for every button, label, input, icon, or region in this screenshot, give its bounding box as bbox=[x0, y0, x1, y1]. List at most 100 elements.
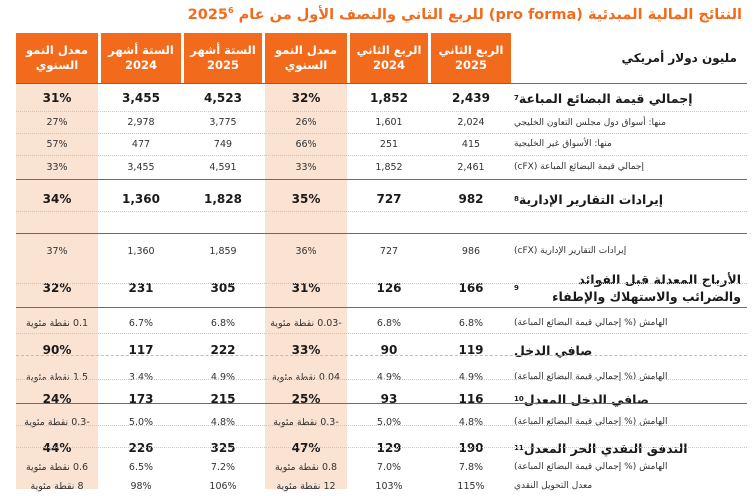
header-yoy-q2: معدل النمو السنوي bbox=[265, 33, 347, 83]
row-label-text: الأرباح المعدلة قبل الفوائد والضرائب وال… bbox=[552, 272, 741, 304]
cell-growth-h1: 27% bbox=[46, 117, 68, 128]
cell-growth-q2: 31% bbox=[291, 281, 321, 295]
cell-q2-2025: 7.8% bbox=[458, 461, 484, 473]
cell-q2-2024: 1,601 bbox=[375, 117, 403, 128]
cell-h1-2024: 3.4% bbox=[128, 371, 154, 383]
cell-growth-h1: 37% bbox=[46, 245, 68, 257]
cell-growth-q2: 35% bbox=[291, 192, 321, 206]
cell-q2-2024: 4.9% bbox=[376, 371, 402, 383]
header-yoy-h1: معدل النمو السنوي bbox=[16, 33, 98, 83]
cell-growth-q2: 12 نقطة مئوية bbox=[276, 480, 336, 492]
footnote-marker: 9 bbox=[514, 284, 519, 292]
header-q2-2025: الربع الثاني 2025 bbox=[431, 33, 511, 83]
footnote-marker: 8 bbox=[514, 195, 519, 203]
cell-q2-2024: 126 bbox=[376, 281, 402, 295]
row-divider bbox=[16, 211, 747, 212]
cell-growth-h1: 34% bbox=[42, 192, 72, 206]
cell-growth-q2: 0.04 نقطة مئوية bbox=[271, 371, 341, 383]
row-label: إجمالي قيمة البضائع المباعة (cFX) bbox=[514, 156, 747, 178]
header-h1-2024: الستة أشهر 2024 bbox=[101, 33, 181, 83]
cell-q2-2025: 4.8% bbox=[458, 416, 484, 428]
row-divider bbox=[16, 283, 747, 284]
cell-growth-q2: -0.03 نقطة مئوية bbox=[270, 317, 342, 329]
row-divider bbox=[16, 403, 747, 404]
cell-q2-2024: 129 bbox=[376, 441, 402, 455]
cell-q2-2025: 119 bbox=[458, 343, 484, 357]
row-label-text: إجمالي قيمة البضائع المباعة bbox=[518, 90, 693, 106]
row-divider bbox=[16, 83, 747, 84]
row-label-text: الهامش (% إجمالي قيمة البضائع المباعة) bbox=[514, 417, 668, 427]
row-label: معدل التحويل النقدي bbox=[514, 476, 747, 496]
cell-h1-2024: 226 bbox=[128, 441, 154, 455]
cell-q2-2024: 7.0% bbox=[376, 461, 402, 473]
cell-q2-2025: 115% bbox=[457, 480, 485, 492]
row-label-text: التدفق النقدي الحر المعدل bbox=[523, 440, 688, 456]
cell-h1-2025: 215 bbox=[210, 392, 236, 406]
cell-q2-2025: 166 bbox=[458, 281, 484, 295]
row-label-text: الهامش (% إجمالي قيمة البضائع المباعة) bbox=[514, 318, 668, 328]
row-label-text: منها: الأسواق غير الخليجية bbox=[514, 139, 612, 149]
cell-q2-2025: 2,439 bbox=[452, 91, 490, 105]
cell-growth-q2: 0.8 نقطة مئوية bbox=[274, 461, 338, 473]
cell-q2-2024: 1,852 bbox=[370, 91, 408, 105]
row-label: التدفق النقدي الحر المعدل 11 bbox=[514, 438, 747, 458]
footnote-marker: 11 bbox=[514, 444, 524, 452]
cell-growth-q2: 32% bbox=[291, 91, 321, 105]
cell-q2-2025: 2,461 bbox=[457, 161, 485, 173]
cell-growth-h1: -0.3 نقطة مئوية bbox=[24, 416, 90, 428]
row-divider bbox=[16, 233, 747, 234]
row-label-text: إيرادات التقارير الإدارية (cFX) bbox=[514, 246, 627, 256]
cell-h1-2025: 1,859 bbox=[209, 245, 237, 257]
row-label-text: معدل التحويل النقدي bbox=[514, 481, 593, 491]
row-divider bbox=[16, 355, 747, 356]
cell-q2-2025: 986 bbox=[461, 245, 481, 257]
cell-h1-2025: 325 bbox=[210, 441, 236, 455]
row-label: منها: أسواق دول مجلس التعاون الخليجي bbox=[514, 112, 747, 133]
growth-band-h1 bbox=[16, 83, 98, 489]
table-row-main: 34% 1,360 1,828 35% 727 982 إيرادات التقارير ا… bbox=[16, 184, 747, 214]
cell-h1-2024: 98% bbox=[130, 480, 152, 492]
footnote-marker: 10 bbox=[514, 395, 524, 403]
cell-h1-2025: 3,775 bbox=[209, 117, 237, 128]
cell-h1-2025: 4.9% bbox=[210, 371, 236, 383]
cell-h1-2025: 222 bbox=[210, 343, 236, 357]
table-row-sub: 57% 477 749 66% 251 415 منها: الأسواق غير الخل… bbox=[16, 133, 747, 155]
row-label: إيرادات التقارير الإدارية 8 bbox=[514, 184, 747, 214]
cell-growth-h1: 57% bbox=[46, 138, 68, 150]
table-row-sub: 0.6 نقطة مئوية 6.5% 7.2% 0.8 نقطة مئوية 7.0%… bbox=[16, 458, 747, 476]
cell-growth-q2: 26% bbox=[295, 117, 317, 128]
table-row-main: 24% 173 215 25% 93 116 صافي الدخل المعدل 10 bbox=[16, 387, 747, 411]
row-label-text: منها: أسواق دول مجلس التعاون الخليجي bbox=[514, 117, 666, 128]
cell-growth-h1: 1.5 نقطة مئوية bbox=[25, 371, 89, 383]
cell-growth-q2: 47% bbox=[291, 441, 321, 455]
row-label: الأرباح المعدلة قبل الفوائد والضرائب وال… bbox=[514, 265, 747, 311]
cell-growth-h1: 31% bbox=[42, 91, 72, 105]
row-label: إيرادات التقارير الإدارية (cFX) bbox=[514, 239, 747, 263]
cell-growth-q2: 33% bbox=[291, 343, 321, 357]
row-divider bbox=[16, 425, 747, 426]
cell-h1-2024: 6.7% bbox=[128, 317, 154, 329]
cell-q2-2025: 190 bbox=[458, 441, 484, 455]
cell-growth-h1: 32% bbox=[42, 281, 72, 295]
cell-h1-2024: 1,360 bbox=[122, 192, 160, 206]
growth-band-q2 bbox=[265, 83, 347, 489]
cell-q2-2025: 2,024 bbox=[457, 117, 485, 128]
cell-q2-2025: 415 bbox=[461, 138, 481, 150]
cell-growth-q2: 66% bbox=[295, 138, 317, 150]
cell-h1-2025: 7.2% bbox=[210, 461, 236, 473]
header-unit-label: مليون دولار أمريكي bbox=[514, 33, 747, 83]
row-label: منها: الأسواق غير الخليجية bbox=[514, 133, 747, 155]
table-row-main: 31% 3,455 4,523 32% 1,852 2,439 إجمالي قيمة ال… bbox=[16, 85, 747, 111]
row-label-text: إجمالي قيمة البضائع المباعة (cFX) bbox=[514, 162, 644, 172]
cell-growth-h1: 90% bbox=[42, 343, 72, 357]
cell-growth-q2: 36% bbox=[295, 245, 317, 257]
row-label-text: صافي الدخل المعدل bbox=[523, 391, 649, 407]
page-title: النتائج المالية المبدئية (pro forma) للر… bbox=[187, 6, 742, 23]
row-label: الهامش (% إجمالي قيمة البضائع المباعة) bbox=[514, 367, 747, 387]
table-row-sub: 1.5 نقطة مئوية 3.4% 4.9% 0.04 نقطة مئوية 4.9… bbox=[16, 367, 747, 387]
table-row-sub: -0.3 نقطة مئوية 5.0% 4.8% -0.3 نقطة مئوية 5.… bbox=[16, 411, 747, 433]
cell-h1-2025: 4.8% bbox=[210, 416, 236, 428]
footnote-marker: 7 bbox=[514, 94, 519, 102]
cell-growth-h1: 0.1 نقطة مئوية bbox=[25, 317, 89, 329]
results-table: معدل النمو السنوي الستة أشهر 2024 الستة أش… bbox=[16, 33, 747, 492]
